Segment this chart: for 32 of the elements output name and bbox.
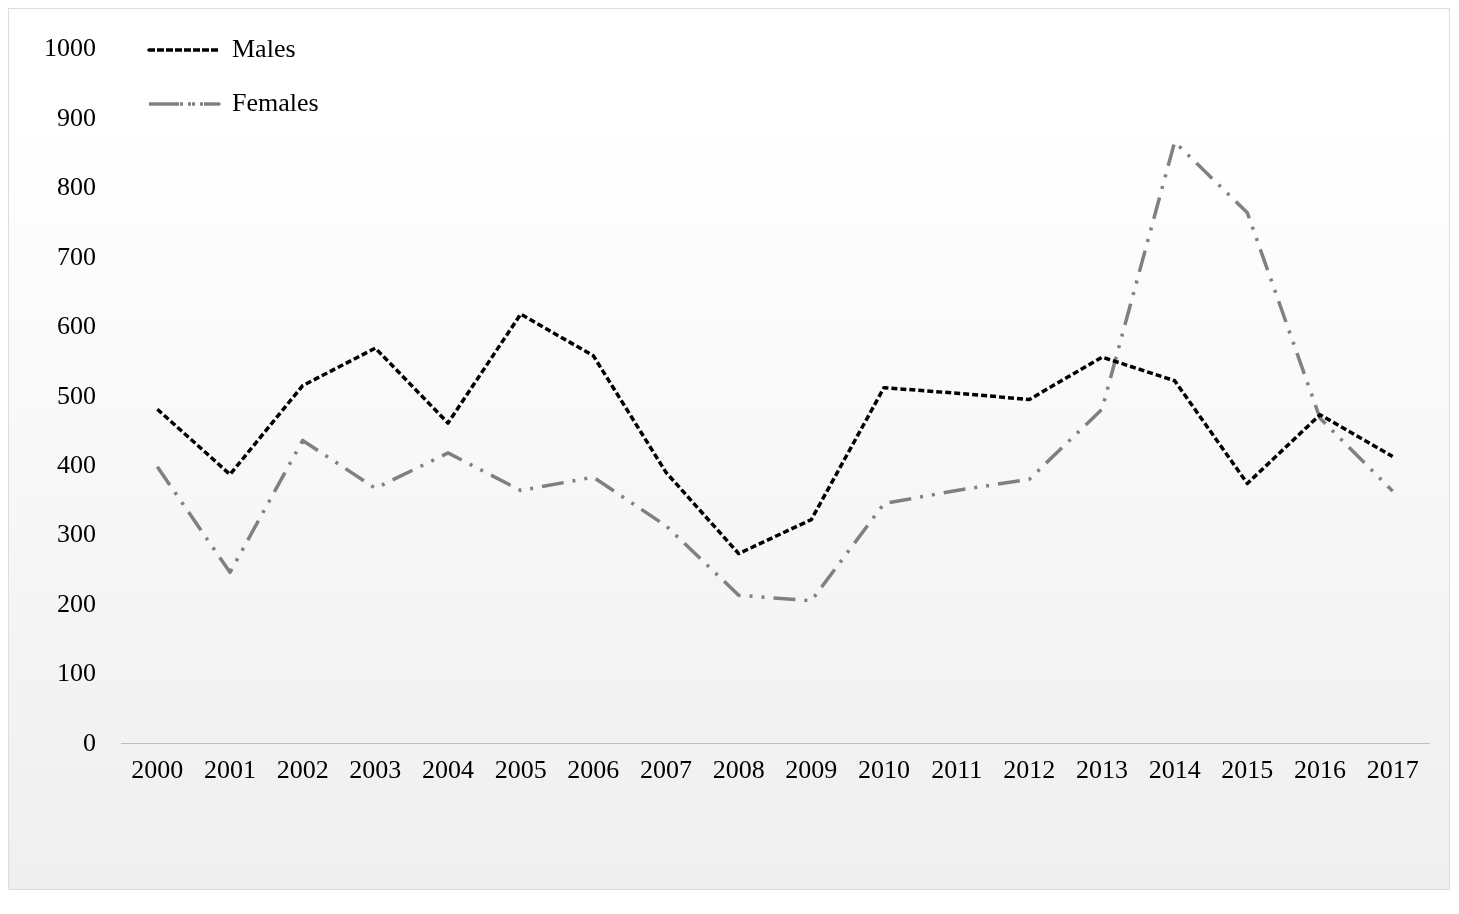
x-tick-label: 2013	[1076, 755, 1128, 785]
x-tick-label: 2015	[1221, 755, 1274, 785]
x-tick-label: 2001	[204, 755, 256, 785]
y-tick-label: 200	[57, 588, 96, 618]
line-series	[155, 312, 1395, 556]
y-tick-label: 600	[57, 311, 96, 341]
x-tick-label: 2017	[1366, 755, 1419, 785]
y-tick-label: 1000	[44, 33, 96, 63]
x-tick-label: 2004	[422, 755, 474, 785]
x-tick-label: 2000	[131, 755, 184, 785]
x-tick-label: 2011	[931, 755, 983, 785]
x-tick-label: 2005	[494, 755, 547, 785]
y-tick-label: 400	[57, 449, 96, 479]
x-tick-label: 2014	[1148, 755, 1201, 785]
legend-label: Males	[232, 33, 296, 63]
y-tick-label: 0	[83, 727, 96, 757]
x-tick-label: 2006	[567, 755, 620, 785]
y-tick-label: 800	[57, 172, 96, 202]
x-tick-label: 2012	[1003, 755, 1056, 785]
legend-label: Females	[232, 87, 319, 117]
x-tick-label: 2010	[858, 755, 910, 785]
x-tick-label: 2016	[1294, 755, 1346, 785]
x-tick-label: 2002	[276, 755, 329, 785]
y-tick-label: 900	[57, 102, 96, 132]
x-tick-label: 2008	[712, 755, 765, 785]
y-tick-label: 100	[57, 658, 96, 688]
y-tick-label: 700	[57, 241, 96, 271]
y-tick-label: 300	[57, 519, 96, 549]
x-tick-label: 2003	[349, 755, 402, 785]
x-tick-label: 2007	[640, 755, 692, 785]
x-tick-label: 2009	[785, 755, 838, 785]
y-tick-label: 500	[57, 380, 96, 410]
